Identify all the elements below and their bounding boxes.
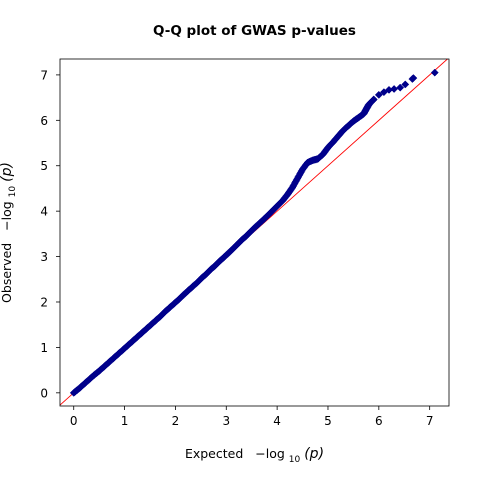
data-point: [430, 68, 439, 77]
x-tick-label: 5: [324, 414, 332, 428]
y-tick-label: 3: [40, 250, 48, 264]
data-point: [409, 74, 418, 83]
y-tick-label: 1: [40, 341, 48, 355]
y-tick-label: 2: [40, 295, 48, 309]
x-tick-label: 7: [426, 414, 434, 428]
data-point: [374, 90, 383, 99]
chart-title: Q-Q plot of GWAS p-values: [153, 23, 356, 39]
data-points-layer: [69, 68, 439, 397]
x-axis-label-expr-sub: 10: [289, 455, 301, 465]
x-tick-label: 3: [222, 414, 230, 428]
x-axis-ticks: 0 1 2 3 4 5 6 7: [70, 406, 434, 428]
data-point: [396, 83, 405, 92]
y-axis-label: Observed −log 10 (p): [0, 162, 18, 303]
data-point: [401, 80, 410, 89]
x-tick-label: 4: [273, 414, 281, 428]
x-axis-label: Expected −log 10 (p): [185, 446, 324, 465]
y-tick-label: 4: [40, 205, 48, 219]
y-axis-ticks: 0 1 2 3 4 5 6 7: [40, 68, 60, 400]
x-axis-label-expr-main: −log: [255, 446, 285, 461]
x-tick-label: 6: [375, 414, 383, 428]
x-axis-label-expr-arg: (p): [304, 446, 324, 462]
plot-frame: [59, 58, 450, 407]
y-tick-label: 7: [40, 68, 48, 82]
y-tick-label: 6: [40, 114, 48, 128]
data-point: [369, 95, 378, 104]
x-axis-label-prefix: Expected: [185, 446, 243, 461]
y-tick-label: 0: [40, 386, 48, 400]
y-axis-label-expr-main: −log: [0, 201, 14, 231]
x-tick-label: 2: [172, 414, 180, 428]
x-tick-label: 1: [121, 414, 129, 428]
y-axis-label-expr-sub: 10: [8, 186, 18, 198]
y-axis-label-prefix: Observed: [0, 243, 14, 303]
y-axis-label-expr-arg: (p): [0, 162, 15, 182]
y-tick-label: 5: [40, 159, 48, 173]
plot-area: [59, 58, 450, 407]
x-tick-label: 0: [70, 414, 78, 428]
